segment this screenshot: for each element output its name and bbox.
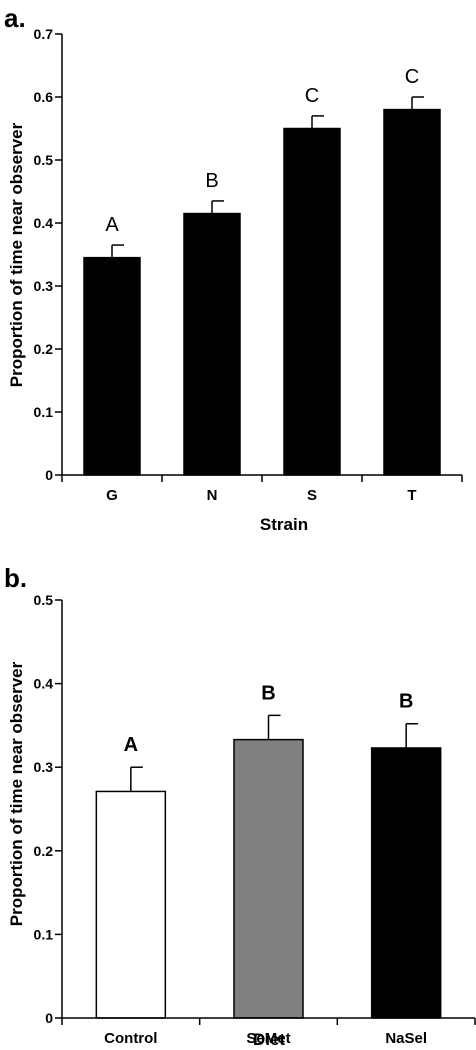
bar-g [83,256,141,476]
panel-a-y-ticks: 0 0.1 0.2 0.3 0.4 0.5 0.6 0.7 [34,26,62,483]
y-tick-label: 0.1 [34,926,54,942]
x-tick-label: G [106,487,118,504]
panel-b-error-bars [130,714,419,792]
panel-a-y-axis-label: Proportion of time near observer [7,122,26,387]
x-tick-label: T [407,487,416,504]
panel-a-x-axis-label: Strain [260,515,308,534]
significance-label: C [405,66,419,88]
y-tick-label: 0.2 [34,843,54,859]
bar-s [283,127,341,476]
y-tick-label: 0.5 [34,592,54,608]
y-tick-label: 0.3 [34,278,54,294]
panel-b-x-ticks: Control SeMet NaSel [61,1018,476,1047]
significance-label: C [305,85,319,107]
y-tick-label: 0.5 [34,152,54,168]
panel-b-y-ticks: 0 0.1 0.2 0.3 0.4 0.5 [34,592,62,1026]
panel-a-bars [83,108,441,476]
x-tick-label: SeMet [246,1030,290,1047]
y-tick-label: 0.7 [34,26,54,42]
x-tick-label: NaSel [385,1030,427,1047]
panel-b-y-axis-label: Proportion of time near observer [7,661,26,926]
panel-a-error-bars [111,96,424,258]
panel-b-x-axis-label: Diet [253,1030,285,1049]
panel-b-bars [95,738,442,1019]
y-tick-label: 0.3 [34,759,54,775]
bar-t [383,108,441,476]
significance-label: A [124,734,138,756]
y-tick-label: 0.4 [34,215,54,231]
significance-label: B [205,170,218,192]
y-tick-label: 0 [45,467,53,483]
x-tick-label: S [307,487,317,504]
bar-n [183,212,241,476]
panel-a-chart: a. Strain Proportion of time near observ… [4,3,463,534]
y-tick-label: 0.2 [34,341,54,357]
panel-a-letter: a. [4,3,26,33]
bar-nasel [370,747,442,1019]
y-tick-label: 0.1 [34,404,54,420]
significance-label: B [399,691,413,713]
significance-label: A [105,214,119,236]
panel-b-chart: b. Diet Proportion of time near observer… [4,563,476,1049]
panel-b-letter: b. [4,563,27,593]
x-tick-label: Control [104,1030,157,1047]
panel-a-significance-labels: A B C C [105,66,419,236]
bar-control [95,790,167,1019]
y-tick-label: 0.4 [34,676,54,692]
y-tick-label: 0 [45,1010,53,1026]
bar-semet [233,738,304,1019]
y-tick-label: 0.6 [34,89,54,105]
significance-label: B [261,682,275,704]
x-tick-label: N [207,487,218,504]
panel-b-significance-labels: A B B [124,682,414,756]
